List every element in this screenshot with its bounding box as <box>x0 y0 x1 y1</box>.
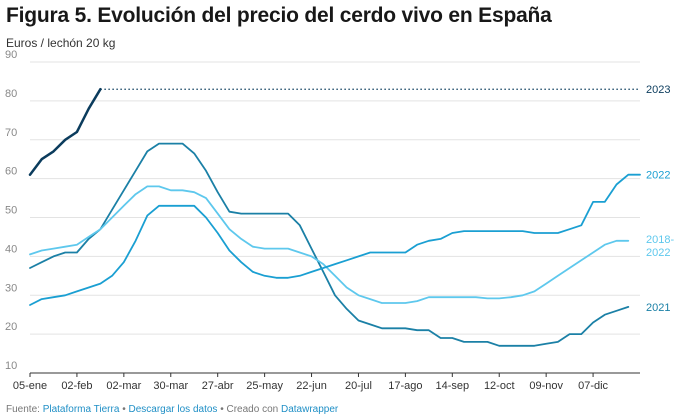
series-end-label: 2022 <box>646 170 670 182</box>
x-tick-label: 22-jun <box>296 380 327 392</box>
y-tick-label: 30 <box>5 282 17 294</box>
footer: Fuente: Plataforma Tierra • Descargar lo… <box>6 404 338 415</box>
line-chart: 10 20 30 40 50 60 70 80 90 05-ene 02-feb 02-mar 30-m… <box>5 49 674 392</box>
footer-separator: • <box>122 404 126 415</box>
x-tick-label: 07-dic <box>578 380 608 392</box>
footer-separator: • <box>220 404 224 415</box>
x-tick-label: 14-sep <box>435 380 469 392</box>
y-tick-label: 50 <box>5 205 17 217</box>
y-tick-label: 90 <box>5 49 17 61</box>
x-tick-label: 25-may <box>246 380 283 392</box>
chart-title: Figura 5. Evolución del precio del cerdo… <box>6 4 552 27</box>
x-tick-label: 02-feb <box>61 380 92 392</box>
y-tick-label: 10 <box>5 360 17 372</box>
x-tick-label: 17-ago <box>388 380 422 392</box>
y-tick-label: 60 <box>5 166 17 178</box>
x-tick-label: 20-jul <box>345 380 372 392</box>
series-line-2023 <box>28 87 102 176</box>
series-line-2021 <box>29 173 641 306</box>
footer-source-prefix: Fuente: <box>6 404 40 415</box>
series-end-label: 2022 <box>646 247 670 259</box>
x-tick-label: 02-mar <box>106 380 141 392</box>
y-tick-label: 70 <box>5 127 17 139</box>
x-tick-label: 12-oct <box>484 380 515 392</box>
x-tick-label: 30-mar <box>153 380 188 392</box>
y-tick-label: 80 <box>5 88 17 100</box>
series-end-label: 2023 <box>646 84 670 96</box>
datawrapper-link[interactable]: Datawrapper <box>280 404 339 415</box>
series-end-label: 2018- <box>646 234 674 246</box>
series-end-label: 2021 <box>646 302 670 314</box>
series-line-2018-2022 <box>29 185 630 304</box>
y-tick-label: 20 <box>5 321 17 333</box>
series-line-2022 <box>29 142 630 347</box>
x-tick-label: 05-ene <box>13 380 47 392</box>
source-link[interactable]: Plataforma Tierra <box>42 404 120 415</box>
y-tick-label: 40 <box>5 243 17 255</box>
chart-subtitle: Euros / lechón 20 kg <box>6 36 116 50</box>
download-data-link[interactable]: Descargar los datos <box>128 404 218 415</box>
x-tick-label: 09-nov <box>529 380 563 392</box>
footer-created-with: Creado con <box>226 404 279 415</box>
x-tick-label: 27-abr <box>202 380 234 392</box>
